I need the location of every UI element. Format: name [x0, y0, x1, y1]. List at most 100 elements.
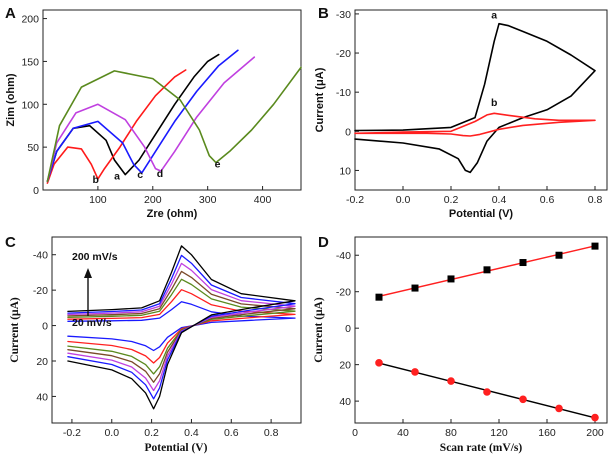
- panel-d-point-anodic: [375, 293, 383, 301]
- panel-c-xtick-label: 0.6: [224, 427, 239, 439]
- panel-a-xtick-label: 200: [144, 194, 162, 206]
- panel-b-ytick-label: 0: [345, 126, 351, 138]
- panel-a-ytick-label: 100: [21, 99, 39, 111]
- panel-c-ytick-label: -20: [33, 285, 48, 297]
- panel-d-xtick-label: 200: [586, 427, 604, 439]
- panel-a-curve-label-c: c: [137, 169, 143, 181]
- panel-d-frame: [354, 236, 608, 424]
- panel-c-series-5: [67, 254, 296, 400]
- panel-c-ylabel: Current (μA): [9, 297, 21, 363]
- panel-d-ytick-label: 40: [339, 396, 351, 408]
- panel-b-xlabel: Potential (V): [449, 208, 514, 220]
- panel-d-point-cathodic: [483, 388, 491, 396]
- panel-d-point-cathodic: [591, 413, 599, 422]
- panel-d-point-cathodic: [411, 368, 419, 376]
- panel-a-curve-label-e: e: [215, 159, 221, 171]
- panel-b-xtick-label: -0.2: [346, 194, 364, 206]
- panel-c-letter: C: [5, 234, 16, 251]
- panel-a-xlabel: Zre (ohm): [147, 208, 198, 220]
- panel-d-point-anodic: [483, 266, 491, 274]
- panel-d-point-anodic: [591, 242, 599, 250]
- panel-d-point-cathodic: [555, 404, 563, 413]
- panel-a-xtick-label: 400: [254, 194, 272, 206]
- panel-b-xtick-label: 0.4: [492, 194, 507, 206]
- panel-a-frame: [42, 9, 302, 191]
- panel-b-series-a: [354, 22, 596, 174]
- panel-d-ytick-label: -40: [336, 250, 351, 262]
- panel-b-xtick-label: 0.0: [396, 194, 411, 206]
- panel-b-series-b: [354, 112, 596, 137]
- panel-d-ytick-label: 20: [339, 360, 351, 372]
- panel-d-xtick-label: 40: [397, 427, 409, 439]
- panel-b-ylabel: Current (μA): [314, 67, 326, 132]
- panel-d-xlabel: Scan rate (mV/s): [440, 442, 523, 454]
- panel-a-ytick-label: 50: [27, 142, 39, 154]
- panel-c-frame: [51, 236, 302, 424]
- panel-a-curve-label-d: d: [157, 168, 163, 180]
- panel-a-ytick-label: 0: [33, 185, 39, 197]
- panel-d-xtick-label: 0: [352, 427, 358, 439]
- panel-a-ytick-label: 200: [21, 14, 39, 26]
- panel-c-xtick-label: -0.2: [63, 427, 81, 439]
- panel-a-series-b: [46, 69, 187, 184]
- panel-b-xtick-label: 0.8: [588, 194, 603, 206]
- panel-b-curve-label-b: b: [491, 97, 497, 109]
- panel-b-letter: B: [318, 5, 329, 22]
- panel-c-xtick-label: 0.8: [264, 427, 279, 439]
- panel-b-ytick-label: -30: [336, 9, 351, 21]
- panel-d-xtick-label: 80: [445, 427, 457, 439]
- panel-c-series-1: [67, 289, 296, 364]
- panel-d-xtick-label: 160: [538, 427, 556, 439]
- panel-a-xtick-label: 300: [199, 194, 217, 206]
- panel-a-series-c: [46, 49, 239, 183]
- panel-c-series-3: [67, 270, 296, 383]
- panel-b-curve-label-a: a: [491, 10, 497, 22]
- panel-c-series-4: [67, 262, 296, 392]
- panel-b-xtick-label: 0.2: [444, 194, 459, 206]
- panel-a: A 100 200 300 400 0 50 100 150 200 a b c d e Zre (oh…: [5, 5, 302, 220]
- panel-a-xtick-label: 100: [89, 194, 107, 206]
- panel-a-ytick-label: 150: [21, 56, 39, 68]
- panel-d-point-anodic: [555, 251, 563, 259]
- panel-c-xtick-label: 0.4: [184, 427, 199, 439]
- panel-a-curve-label-a: a: [114, 171, 120, 183]
- panel-d-ytick-label: 0: [345, 323, 351, 335]
- panel-d-xtick-label: 120: [490, 427, 508, 439]
- panel-b: B -0.2 0.0 0.2 0.4 0.6 0.8 -30 -20 -10 0 10 a b Pot…: [314, 5, 608, 220]
- panel-b-ytick-label: -20: [336, 48, 351, 60]
- panel-a-letter: A: [5, 5, 16, 22]
- panel-b-frame: [354, 9, 608, 191]
- panel-c-ytick-label: 40: [36, 391, 48, 403]
- panel-d-point-anodic: [411, 284, 419, 292]
- panel-d: D 0 40 80 120 160 200 -40 -20 0 20 40 Scan rate (m…: [313, 234, 608, 454]
- panel-c-series-0: [67, 301, 296, 352]
- panel-d-ylabel: Current (μA): [313, 297, 325, 363]
- panel-d-point-anodic: [519, 259, 527, 267]
- panel-d-point-cathodic: [447, 377, 455, 385]
- panel-c-xtick-label: 0.2: [144, 427, 159, 439]
- panel-d-point-anodic: [447, 275, 455, 283]
- scan-rate-arrow-head-icon: [84, 268, 92, 278]
- panel-d-letter: D: [318, 234, 329, 251]
- panel-c-ytick-label: -40: [33, 250, 48, 262]
- panel-b-ytick-label: -10: [336, 87, 351, 99]
- panel-a-curve-label-b: b: [92, 174, 98, 186]
- panel-a-ylabel: Zim (ohm): [5, 73, 17, 126]
- panel-b-xtick-label: 0.6: [540, 194, 555, 206]
- panel-c: C -0.2 0.0 0.2 0.4 0.6 0.8 -40 -20 0 20 40 200 mV/…: [5, 234, 302, 454]
- panel-b-ytick-label: 10: [339, 165, 351, 177]
- panel-c-xtick-label: 0.0: [104, 427, 119, 439]
- panel-c-series-2: [67, 278, 296, 375]
- panel-a-series-d: [46, 56, 256, 183]
- panel-a-series-e: [46, 66, 302, 183]
- panel-d-point-cathodic: [375, 359, 383, 367]
- panel-c-ytick-label: 20: [36, 356, 48, 368]
- panel-c-annotation-top: 200 mV/s: [72, 251, 118, 263]
- panel-c-annotation-bottom: 20 mV/s: [72, 317, 112, 329]
- panel-c-ytick-label: 0: [42, 321, 48, 333]
- panel-d-point-cathodic: [519, 395, 527, 404]
- panel-c-series-6: [67, 245, 296, 410]
- panel-d-ytick-label: -20: [336, 287, 351, 299]
- panel-c-xlabel: Potential (V): [145, 442, 208, 454]
